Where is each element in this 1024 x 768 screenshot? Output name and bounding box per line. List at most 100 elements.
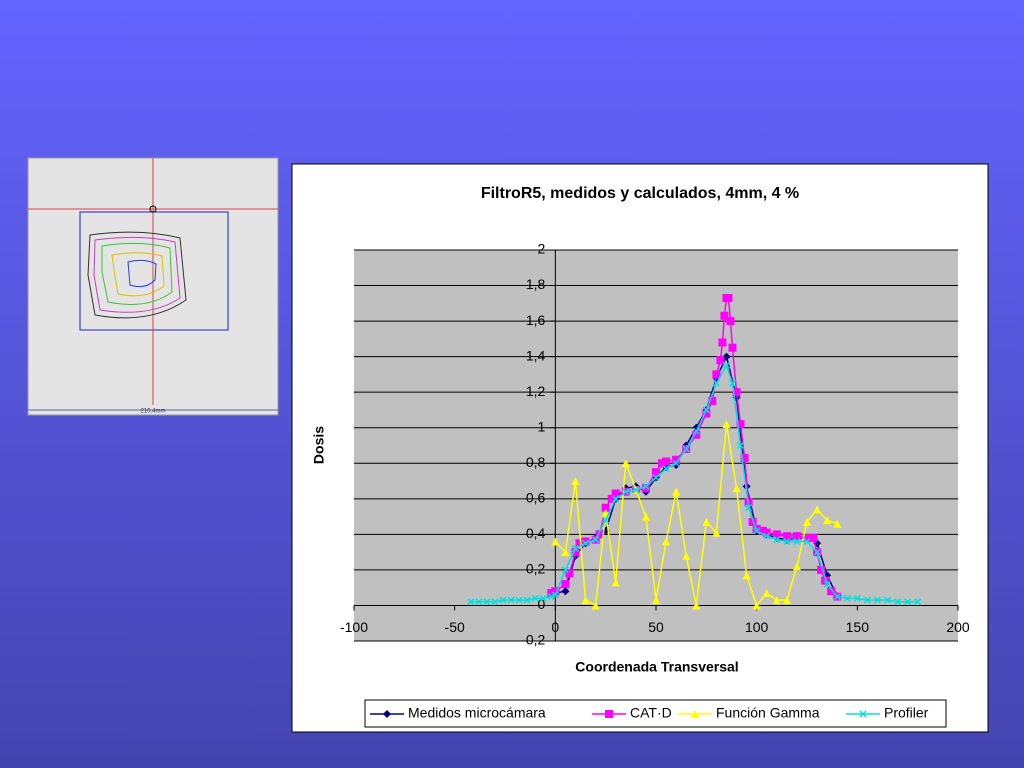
marker — [692, 427, 700, 435]
marker — [551, 587, 560, 596]
marker — [507, 596, 515, 604]
marker — [827, 587, 836, 596]
marker — [561, 587, 570, 596]
contour — [93, 236, 181, 313]
marker — [772, 530, 781, 539]
marker — [561, 566, 569, 574]
contour — [127, 259, 157, 288]
marker — [561, 548, 570, 557]
marker — [736, 420, 745, 429]
x-tick-label: -100 — [340, 619, 368, 635]
marker — [672, 455, 681, 464]
marker — [732, 388, 741, 397]
marker — [499, 596, 507, 604]
marker — [803, 537, 811, 546]
marker — [914, 598, 922, 606]
marker — [611, 489, 620, 498]
marker — [708, 397, 717, 406]
y-tick-label: 0,8 — [526, 454, 546, 470]
contour — [101, 242, 173, 305]
marker — [682, 445, 690, 453]
marker — [724, 293, 733, 302]
marker — [692, 430, 701, 439]
marker — [561, 580, 570, 589]
marker — [722, 352, 731, 361]
marker — [607, 494, 616, 503]
marker — [783, 537, 791, 546]
marker — [762, 589, 771, 598]
marker — [652, 596, 660, 605]
marker — [853, 594, 861, 602]
marker — [571, 477, 580, 486]
marker — [728, 343, 737, 352]
marker — [581, 537, 590, 546]
marker — [682, 551, 691, 560]
marker — [894, 598, 902, 606]
marker — [592, 536, 600, 544]
marker — [752, 601, 761, 610]
marker — [813, 548, 821, 556]
marker — [833, 593, 841, 601]
marker — [523, 596, 531, 604]
marker — [551, 591, 559, 599]
marker — [662, 537, 671, 546]
marker — [621, 459, 630, 468]
y-tick-label: 0,4 — [526, 525, 546, 541]
marker — [823, 516, 832, 525]
marker — [782, 532, 791, 541]
marker — [642, 482, 650, 490]
contour — [111, 252, 165, 297]
marker — [662, 465, 670, 473]
y-tick-label: 1,6 — [526, 312, 546, 328]
marker — [712, 528, 721, 537]
marker — [821, 576, 830, 585]
ruler-label: 210.4mm — [140, 409, 165, 415]
y-tick-label: 1 — [538, 418, 546, 434]
marker — [702, 517, 711, 526]
marker — [803, 517, 811, 526]
marker — [720, 311, 729, 320]
marker — [622, 488, 630, 496]
x-tick-label: 100 — [745, 619, 769, 635]
contour-image: 210.4mm — [27, 157, 279, 416]
marker — [712, 379, 720, 387]
marker — [611, 578, 620, 587]
plot-area — [354, 250, 958, 641]
x-tick-label: 150 — [846, 619, 870, 635]
marker — [547, 593, 555, 601]
marker — [582, 539, 590, 547]
marker — [565, 569, 574, 578]
marker — [581, 596, 590, 605]
marker — [658, 459, 667, 468]
marker — [612, 495, 620, 503]
marker — [605, 710, 613, 718]
marker — [782, 596, 791, 605]
center-point — [149, 205, 157, 213]
marker — [722, 420, 731, 429]
marker — [792, 562, 801, 571]
x-axis-label: Coordenada Transversal — [575, 659, 738, 675]
chart-title: FiltroR5, medidos y calculados, 4mm, 4 % — [481, 185, 799, 202]
marker — [702, 406, 710, 414]
marker — [491, 598, 499, 606]
y-tick-label: 2 — [538, 241, 546, 257]
marker — [758, 526, 767, 535]
marker — [753, 527, 761, 535]
marker — [803, 533, 811, 542]
marker — [904, 598, 912, 606]
marker — [641, 484, 650, 493]
marker — [591, 601, 600, 610]
marker — [571, 548, 580, 557]
marker — [383, 710, 391, 718]
marker — [632, 486, 640, 494]
y-tick-label: 0,6 — [526, 490, 546, 506]
marker — [539, 594, 547, 602]
marker — [531, 594, 539, 602]
contour — [87, 231, 187, 319]
marker — [772, 596, 781, 605]
marker — [475, 598, 483, 606]
marker — [873, 596, 881, 604]
marker — [748, 517, 757, 526]
